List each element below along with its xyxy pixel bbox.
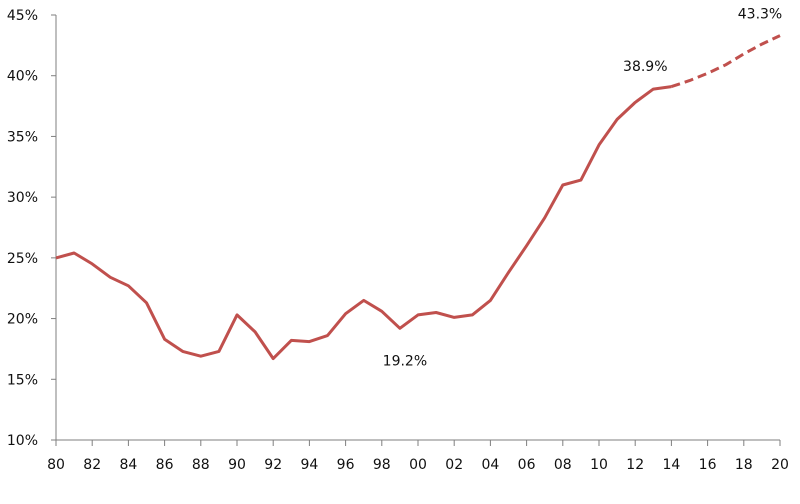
x-tick-label: 98 — [373, 457, 391, 473]
x-tick-label: 94 — [300, 457, 318, 473]
x-tick-label: 04 — [481, 457, 499, 473]
x-tick-label: 02 — [445, 457, 463, 473]
y-tick-label: 25% — [7, 251, 38, 267]
data-label: 19.2% — [383, 353, 427, 369]
annotations-group: 19.2% 38.9% 43.3% — [383, 7, 783, 370]
x-tick-label: 88 — [192, 457, 210, 473]
x-tick-label: 20 — [771, 457, 789, 473]
y-tick-label: 45% — [7, 8, 38, 24]
x-tick-label: 10 — [590, 457, 608, 473]
x-tick-label: 14 — [662, 457, 680, 473]
actual-series-line — [55, 85, 672, 361]
data-label: 38.9% — [623, 59, 667, 75]
x-tick-label: 90 — [228, 457, 246, 473]
data-label: 43.3% — [738, 7, 782, 23]
x-tick-label: 08 — [554, 457, 572, 473]
x-tick-label: 96 — [337, 457, 355, 473]
series-group — [55, 34, 781, 361]
x-tick-label: 80 — [47, 457, 65, 473]
x-tick-label: 18 — [735, 457, 753, 473]
x-tick-label: 06 — [518, 457, 536, 473]
y-tick-label: 15% — [7, 372, 38, 388]
x-tick-label: 82 — [83, 457, 101, 473]
x-tick-label: 00 — [409, 457, 427, 473]
y-tick-label: 20% — [7, 312, 38, 328]
x-tick-label: 12 — [626, 457, 644, 473]
forecast-series-line — [670, 34, 781, 89]
y-tick-label: 35% — [7, 129, 38, 145]
x-axis: 80 82 84 86 88 90 92 94 96 98 00 02 04 06 08 10 12 14 16 18… — [47, 439, 789, 473]
x-tick-label: 16 — [699, 457, 717, 473]
y-tick-label: 40% — [7, 69, 38, 85]
x-tick-label: 84 — [119, 457, 137, 473]
x-tick-label: 86 — [156, 457, 174, 473]
y-tick-label: 10% — [7, 433, 38, 449]
y-axis: 10% 15% 20% 25% 30% 35% 40% 45% — [7, 8, 57, 449]
y-tick-label: 30% — [7, 190, 38, 206]
x-tick-label: 92 — [264, 457, 282, 473]
